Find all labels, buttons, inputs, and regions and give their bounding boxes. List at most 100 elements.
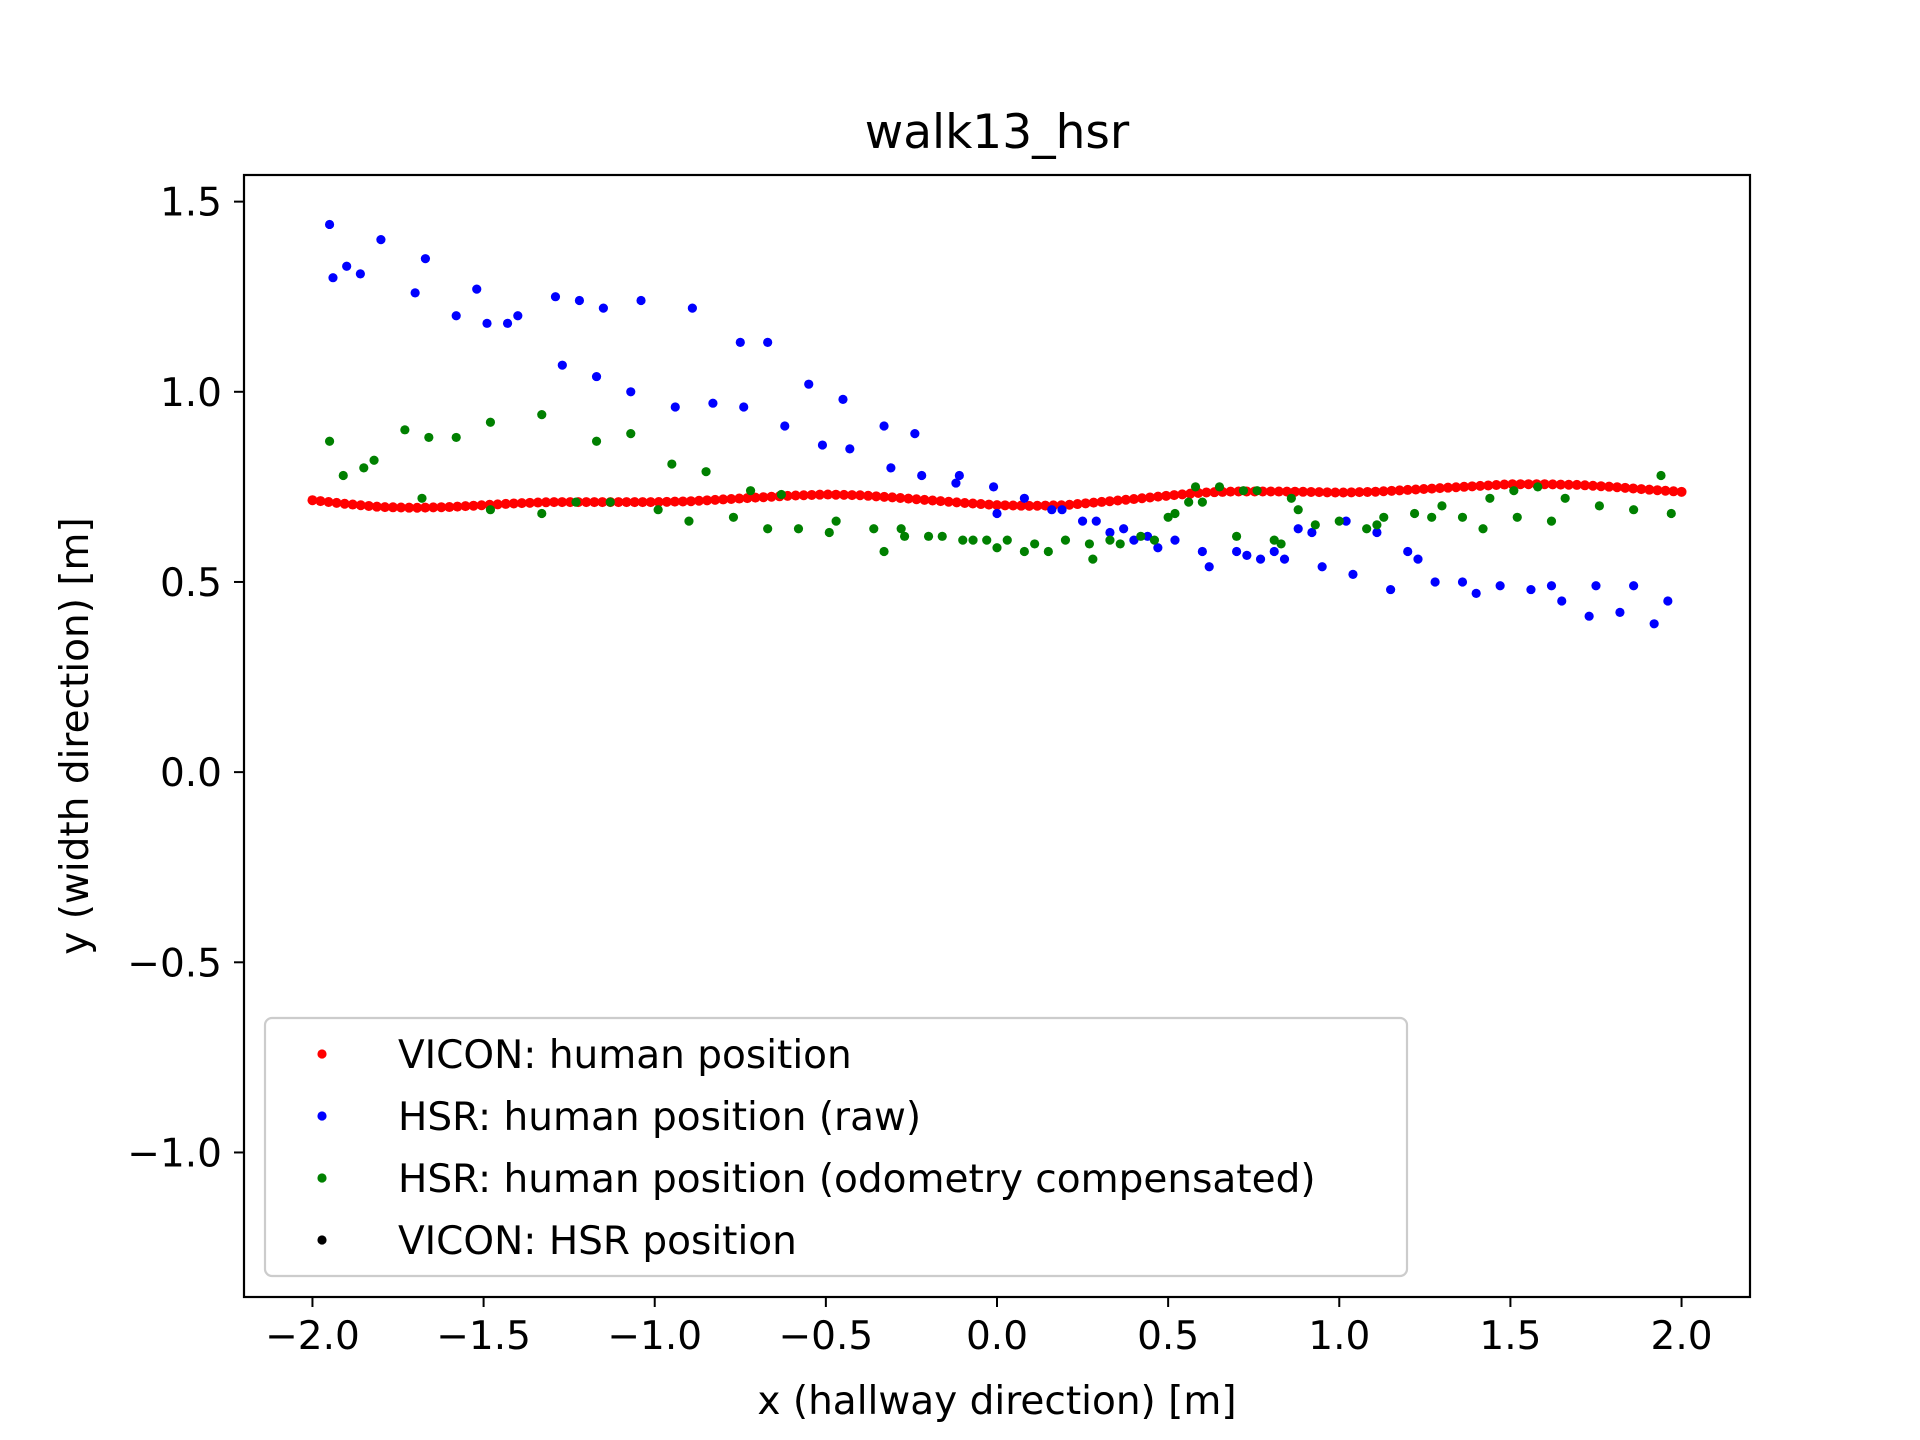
hsr-raw-point xyxy=(324,219,335,230)
hsr-compensated-point xyxy=(653,505,663,515)
vicon-human-point xyxy=(847,490,858,501)
y-tick-label: 0.0 xyxy=(160,751,222,796)
vicon-human-point xyxy=(396,502,407,513)
vicon-human-point xyxy=(1579,480,1590,491)
hsr-compensated-point xyxy=(451,432,461,443)
vicon-human-point xyxy=(1080,498,1091,509)
hsr-raw-point xyxy=(1584,611,1594,621)
hsr-compensated-point xyxy=(1629,505,1639,515)
vicon-human-point xyxy=(315,496,326,507)
vicon-human-point xyxy=(1306,486,1317,497)
vicon-human-point xyxy=(669,496,680,507)
vicon-human-point xyxy=(927,495,938,506)
y-tick-label: 1.5 xyxy=(160,181,222,226)
hsr-raw-point xyxy=(636,295,646,306)
hsr-raw-point xyxy=(1197,546,1207,557)
vicon-human-point xyxy=(1459,481,1470,492)
hsr-raw-point xyxy=(1279,554,1290,564)
hsr-raw-point xyxy=(1231,546,1242,557)
hsr-compensated-point xyxy=(1060,535,1071,545)
vicon-human-point xyxy=(412,502,423,513)
vicon-human-point xyxy=(1354,487,1365,498)
hsr-raw-point xyxy=(1119,524,1129,534)
hsr-compensated-point xyxy=(1214,482,1225,492)
hsr-compensated-point xyxy=(485,505,496,515)
series-hsr-compensated xyxy=(324,410,1676,564)
hsr-compensated-point xyxy=(537,508,547,519)
hsr-compensated-point xyxy=(324,436,335,446)
vicon-human-point xyxy=(694,495,705,506)
hsr-compensated-point xyxy=(923,531,934,541)
hsr-compensated-point xyxy=(958,535,968,545)
vicon-human-point xyxy=(500,498,511,509)
hsr-compensated-point xyxy=(1485,493,1495,503)
hsr-compensated-point xyxy=(1286,493,1296,503)
hsr-compensated-point xyxy=(1002,535,1012,545)
hsr-compensated-point xyxy=(1019,546,1029,557)
vicon-human-point xyxy=(1145,492,1156,503)
hsr-raw-point xyxy=(687,303,697,313)
vicon-human-point xyxy=(1475,480,1486,491)
hsr-compensated-point xyxy=(1184,497,1194,507)
x-tick-label: −0.5 xyxy=(779,1314,874,1359)
hsr-compensated-point xyxy=(485,417,496,427)
vicon-human-point xyxy=(1483,480,1494,491)
hsr-compensated-point xyxy=(1088,554,1098,564)
vicon-human-point xyxy=(331,497,342,508)
hsr-raw-point xyxy=(886,463,896,473)
vicon-human-point xyxy=(1338,487,1349,498)
hsr-raw-point xyxy=(1255,554,1266,564)
vicon-human-point xyxy=(726,493,737,504)
vicon-human-point xyxy=(541,497,552,508)
vicon-human-point xyxy=(1330,487,1341,498)
vicon-human-point xyxy=(516,498,527,509)
hsr-raw-point xyxy=(557,360,567,370)
hsr-raw-point xyxy=(1307,527,1317,538)
hsr-raw-point xyxy=(342,261,352,271)
hsr-compensated-point xyxy=(400,425,410,435)
hsr-compensated-point xyxy=(571,497,581,507)
hsr-raw-point xyxy=(420,254,431,264)
vicon-human-point xyxy=(1563,479,1574,490)
hsr-raw-point xyxy=(954,470,964,481)
vicon-human-point xyxy=(363,500,374,511)
vicon-human-point xyxy=(452,501,463,512)
hsr-compensated-point xyxy=(424,432,434,443)
vicon-human-point xyxy=(959,497,970,508)
vicon-human-point xyxy=(758,492,769,503)
vicon-human-point xyxy=(1491,479,1502,490)
vicon-human-point xyxy=(1676,486,1687,497)
hsr-raw-point xyxy=(1546,581,1557,591)
hsr-compensated-point xyxy=(745,486,756,496)
hsr-raw-point xyxy=(1495,581,1505,591)
hsr-raw-point xyxy=(951,478,961,488)
vicon-human-point xyxy=(1386,485,1397,496)
vicon-human-point xyxy=(476,500,487,511)
legend-entry-hsr-raw-marker xyxy=(317,1111,327,1121)
hsr-compensated-point xyxy=(1231,531,1242,541)
vicon-human-point xyxy=(919,494,930,505)
hsr-compensated-point xyxy=(338,470,348,481)
vicon-human-point xyxy=(1346,487,1357,498)
vicon-human-point xyxy=(653,497,664,508)
hsr-compensated-point xyxy=(1310,520,1320,530)
vicon-human-point xyxy=(1104,496,1115,507)
vicon-human-point xyxy=(420,502,431,513)
y-tick-label: −0.5 xyxy=(127,941,222,986)
vicon-human-point xyxy=(1652,485,1663,496)
legend-entry-vicon-hsr-marker xyxy=(317,1235,327,1245)
hsr-compensated-point xyxy=(896,524,906,534)
vicon-human-point xyxy=(1153,491,1164,502)
vicon-human-point xyxy=(1571,479,1582,490)
hsr-raw-point xyxy=(1386,584,1396,595)
vicon-human-point xyxy=(371,501,382,512)
hsr-raw-point xyxy=(763,337,773,347)
hsr-raw-point xyxy=(1269,546,1279,557)
vicon-human-point xyxy=(1362,486,1373,497)
hsr-raw-point xyxy=(917,470,927,481)
hsr-raw-point xyxy=(817,440,828,450)
vicon-human-point xyxy=(557,497,568,508)
vicon-human-point xyxy=(645,497,656,508)
hsr-raw-point xyxy=(1615,607,1625,617)
vicon-human-point xyxy=(339,498,350,509)
